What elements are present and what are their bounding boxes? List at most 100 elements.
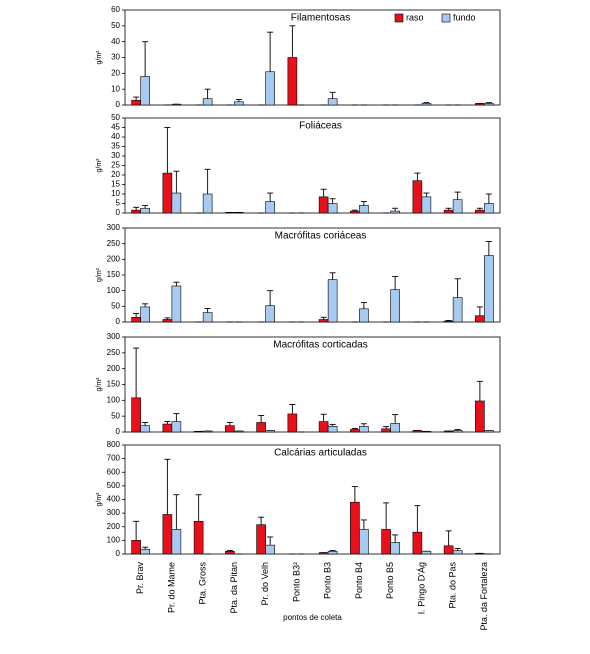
bar bbox=[162, 172, 173, 214]
bar bbox=[475, 553, 485, 555]
bar bbox=[475, 315, 485, 323]
y-tick-label: 800 bbox=[107, 440, 121, 449]
bar bbox=[443, 430, 454, 433]
y-tick-label: 0 bbox=[116, 208, 121, 217]
legend-swatch bbox=[441, 13, 451, 23]
y-axis-label: g/m² bbox=[96, 50, 103, 65]
bar bbox=[327, 203, 338, 214]
y-tick-label: 150 bbox=[107, 270, 121, 279]
bar bbox=[318, 552, 329, 555]
bar bbox=[327, 279, 338, 323]
panel-title: Calcárias articuladas bbox=[274, 448, 367, 459]
y-tick-label: 40 bbox=[111, 132, 120, 141]
y-tick-label: 0 bbox=[116, 100, 121, 109]
x-tick-label: Pta. Gross bbox=[198, 562, 208, 605]
x-tick-label: Pta. do Pas bbox=[448, 562, 458, 609]
x-tick-label: Ponto B4 bbox=[354, 562, 364, 599]
bar bbox=[381, 428, 391, 433]
y-tick-label: 30 bbox=[111, 151, 120, 160]
bar bbox=[452, 199, 463, 214]
legend-label: raso bbox=[406, 12, 424, 22]
plot-frame bbox=[124, 336, 501, 433]
bar bbox=[202, 312, 213, 323]
y-tick-label: 200 bbox=[107, 364, 121, 373]
bar bbox=[131, 316, 141, 323]
y-tick-label: 50 bbox=[111, 21, 120, 30]
panel-title: Macrófitas corticadas bbox=[273, 340, 367, 351]
y-tick-label: 50 bbox=[111, 301, 120, 310]
y-tick-label: 50 bbox=[111, 113, 120, 122]
y-tick-label: 25 bbox=[111, 161, 120, 170]
y-tick-label: 10 bbox=[111, 84, 120, 93]
bar bbox=[202, 98, 213, 106]
bar bbox=[359, 529, 369, 555]
bar bbox=[171, 103, 182, 106]
bar bbox=[390, 542, 400, 555]
bar bbox=[234, 430, 244, 433]
y-tick-label: 250 bbox=[107, 239, 121, 248]
y-tick-label: 100 bbox=[107, 286, 121, 295]
bar bbox=[162, 514, 173, 555]
bar bbox=[171, 421, 182, 433]
bar bbox=[484, 430, 494, 433]
bar bbox=[140, 207, 150, 214]
bar bbox=[193, 431, 204, 433]
x-tick-label: Pta. da Fortaleza bbox=[479, 562, 489, 631]
bar bbox=[318, 196, 329, 214]
bar bbox=[225, 425, 235, 433]
y-tick-label: 10 bbox=[111, 189, 120, 198]
bar bbox=[265, 544, 275, 555]
bar bbox=[484, 103, 494, 106]
bar bbox=[381, 529, 391, 555]
bar bbox=[162, 319, 173, 323]
bar bbox=[193, 520, 204, 555]
y-tick-label: 300 bbox=[107, 223, 121, 232]
bar bbox=[359, 205, 369, 214]
y-tick-label: 100 bbox=[107, 395, 121, 404]
x-tick-label: Ponto B3² bbox=[291, 562, 301, 602]
bar bbox=[443, 545, 454, 555]
x-axis-label: pontos de coleta bbox=[283, 613, 342, 622]
bar bbox=[412, 430, 423, 433]
bar bbox=[225, 550, 235, 555]
bar bbox=[475, 103, 485, 106]
bar bbox=[327, 425, 338, 433]
legend-label: fundo bbox=[453, 12, 476, 22]
y-tick-label: 600 bbox=[107, 467, 121, 476]
y-tick-label: 20 bbox=[111, 68, 120, 77]
bar bbox=[131, 99, 141, 106]
bar bbox=[131, 540, 141, 555]
bar bbox=[131, 397, 141, 433]
bar bbox=[265, 305, 275, 323]
bar bbox=[256, 524, 266, 555]
bar bbox=[350, 429, 360, 433]
bar bbox=[412, 531, 423, 555]
bar bbox=[350, 501, 360, 555]
bar bbox=[421, 196, 432, 214]
plot-frame bbox=[124, 444, 501, 555]
y-tick-label: 400 bbox=[107, 495, 121, 504]
y-tick-label: 30 bbox=[111, 53, 120, 62]
bar bbox=[256, 422, 266, 433]
bar bbox=[265, 71, 275, 106]
y-tick-label: 5 bbox=[116, 199, 121, 208]
y-tick-label: 15 bbox=[111, 180, 120, 189]
y-tick-label: 300 bbox=[107, 332, 121, 341]
y-axis-label: g/m² bbox=[96, 158, 103, 173]
y-tick-label: 60 bbox=[111, 5, 120, 14]
x-tick-label: Pta. da Pitan bbox=[229, 562, 239, 614]
bar bbox=[350, 210, 360, 214]
panel-title: Macrófitas coriáceas bbox=[275, 231, 367, 242]
y-axis-label: g/m² bbox=[96, 267, 103, 282]
bar bbox=[171, 192, 182, 214]
y-tick-label: 0 bbox=[116, 317, 121, 326]
bar bbox=[225, 212, 235, 214]
x-tick-label: Ponto B5 bbox=[385, 562, 395, 599]
bar bbox=[421, 550, 432, 555]
y-tick-label: 40 bbox=[111, 37, 120, 46]
y-tick-label: 50 bbox=[111, 411, 120, 420]
bar bbox=[318, 421, 329, 433]
bar bbox=[327, 98, 338, 106]
bar bbox=[202, 430, 213, 433]
y-tick-label: 700 bbox=[107, 454, 121, 463]
